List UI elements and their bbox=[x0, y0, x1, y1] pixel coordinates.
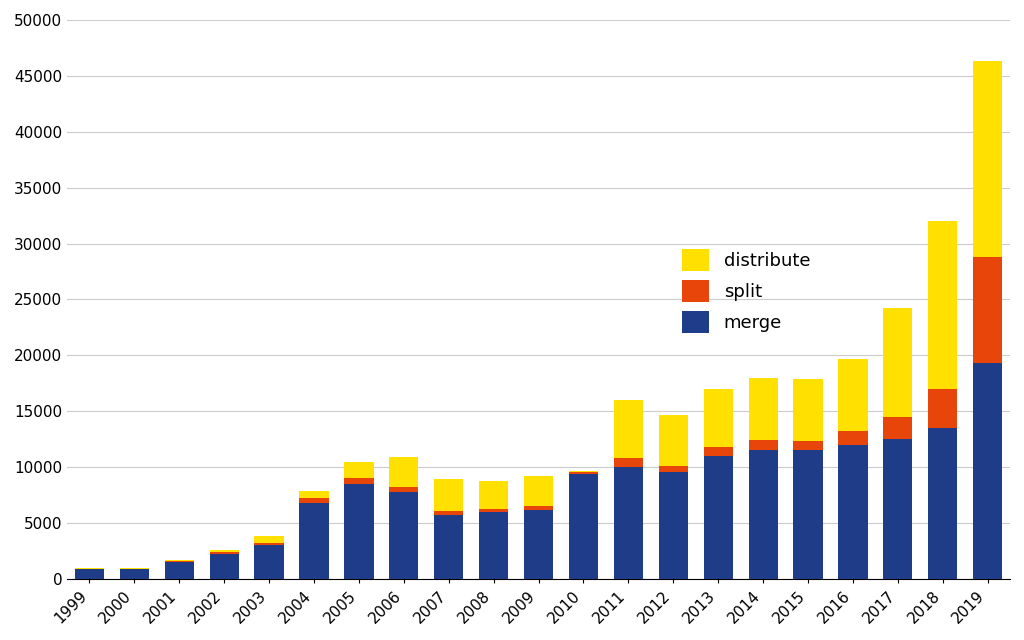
Bar bbox=[973, 363, 1002, 579]
Bar bbox=[658, 472, 688, 579]
Bar bbox=[165, 561, 194, 562]
Bar bbox=[703, 456, 733, 579]
Bar bbox=[884, 417, 912, 439]
Bar bbox=[749, 451, 777, 579]
Bar bbox=[299, 503, 329, 579]
Bar bbox=[389, 457, 419, 487]
Bar bbox=[120, 569, 148, 579]
Bar bbox=[255, 543, 284, 545]
Bar bbox=[210, 550, 239, 552]
Bar bbox=[703, 447, 733, 456]
Bar bbox=[75, 569, 104, 579]
Bar bbox=[344, 478, 374, 484]
Bar bbox=[973, 61, 1002, 257]
Bar bbox=[479, 512, 508, 579]
Bar bbox=[389, 492, 419, 579]
Bar bbox=[973, 257, 1002, 363]
Bar bbox=[524, 506, 553, 509]
Bar bbox=[255, 536, 284, 543]
Bar bbox=[569, 474, 598, 579]
Bar bbox=[658, 415, 688, 466]
Bar bbox=[839, 358, 867, 431]
Bar bbox=[794, 442, 822, 451]
Bar bbox=[839, 431, 867, 445]
Bar bbox=[434, 479, 463, 511]
Bar bbox=[299, 499, 329, 503]
Bar bbox=[569, 470, 598, 472]
Bar bbox=[794, 379, 822, 442]
Bar bbox=[165, 562, 194, 579]
Bar bbox=[839, 445, 867, 579]
Bar bbox=[749, 378, 777, 440]
Bar bbox=[569, 472, 598, 474]
Bar bbox=[928, 389, 957, 428]
Bar bbox=[255, 545, 284, 579]
Bar bbox=[928, 221, 957, 389]
Bar bbox=[434, 515, 463, 579]
Bar bbox=[658, 466, 688, 472]
Bar bbox=[703, 389, 733, 447]
Bar bbox=[210, 552, 239, 554]
Bar bbox=[165, 560, 194, 561]
Bar bbox=[884, 439, 912, 579]
Bar bbox=[479, 481, 508, 509]
Bar bbox=[524, 476, 553, 506]
Bar bbox=[299, 491, 329, 499]
Bar bbox=[613, 467, 643, 579]
Bar bbox=[749, 440, 777, 451]
Bar bbox=[884, 308, 912, 417]
Bar bbox=[389, 487, 419, 492]
Bar bbox=[928, 428, 957, 579]
Legend: distribute, split, merge: distribute, split, merge bbox=[675, 241, 817, 340]
Bar bbox=[210, 554, 239, 579]
Bar bbox=[344, 461, 374, 478]
Bar bbox=[479, 509, 508, 512]
Bar bbox=[344, 484, 374, 579]
Bar bbox=[794, 451, 822, 579]
Bar bbox=[613, 400, 643, 458]
Bar bbox=[524, 509, 553, 579]
Bar bbox=[434, 511, 463, 515]
Bar bbox=[613, 458, 643, 467]
